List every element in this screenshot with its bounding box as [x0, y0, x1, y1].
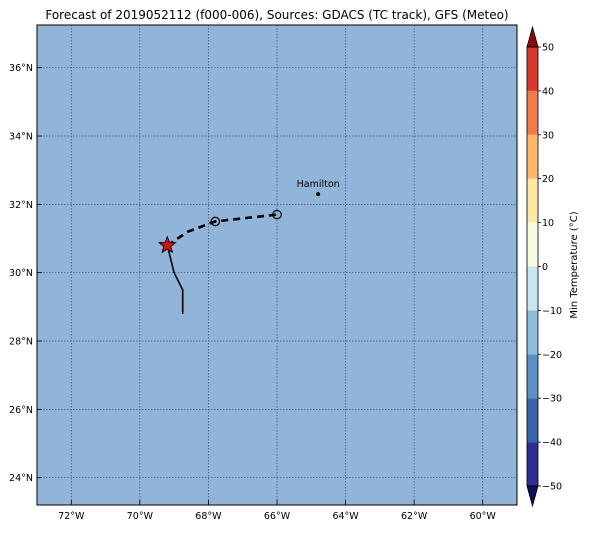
x-tick-label: 68°W	[195, 511, 222, 522]
y-tick-label: 24°N	[9, 473, 33, 484]
colorbar-segment	[527, 222, 538, 267]
colorbar-segment	[527, 266, 538, 311]
colorbar-segment	[527, 134, 538, 179]
x-tick-label: 62°W	[401, 511, 428, 522]
y-tick-label: 28°N	[9, 337, 33, 348]
colorbar-tick-label: 10	[542, 218, 554, 229]
colorbar: −50 −40 −30 −20 −10 0 10 20 30 40 50	[526, 25, 562, 508]
city-marker	[316, 192, 321, 197]
colorbar-tick-label: 40	[542, 86, 554, 97]
colorbar-tick-label: −10	[542, 306, 562, 317]
colorbar-tick-label: −30	[542, 394, 562, 405]
colorbar-tick-label: 30	[542, 130, 554, 141]
colorbar-tick-label: −20	[542, 350, 562, 361]
x-tick-label: 72°W	[58, 511, 85, 522]
x-tick-label: 60°W	[470, 511, 497, 522]
graticule	[37, 25, 517, 505]
colorbar-segment	[527, 354, 538, 399]
chart-title: Forecast of 2019052112 (f000-006), Sourc…	[45, 8, 508, 22]
forecast-position-dot	[213, 220, 217, 223]
colorbar-tick-label: −50	[542, 482, 562, 493]
y-tick-label: 34°N	[9, 132, 33, 143]
map-frame	[36, 24, 518, 506]
x-tick-label: 70°W	[127, 511, 154, 522]
y-tick-label: 36°N	[9, 63, 33, 74]
colorbar-label: Min Temperature (°C)	[569, 211, 580, 318]
x-tick-label: 64°W	[332, 511, 359, 522]
x-tick-label: 66°W	[264, 511, 291, 522]
forecast-track-line	[166, 213, 278, 247]
colorbar-tick-label: 0	[542, 262, 548, 273]
y-tick-label: 32°N	[9, 200, 33, 211]
colorbar-segment	[527, 47, 538, 91]
colorbar-segment	[527, 398, 538, 443]
current-position-star-icon	[157, 235, 177, 254]
colorbar-segment	[527, 178, 538, 223]
past-track-line	[166, 245, 184, 314]
colorbar-segment	[527, 310, 538, 355]
forecast-position-markers	[210, 209, 282, 227]
colorbar-tick-label: 20	[542, 174, 554, 185]
latitude-ticks: 24°N 26°N 28°N 30°N 32°N 34°N 36°N	[9, 63, 42, 484]
colorbar-over-arrow	[526, 25, 539, 48]
colorbar-segment	[527, 442, 538, 486]
city-label: Hamilton	[297, 179, 340, 190]
colorbar-segment	[527, 90, 538, 135]
colorbar-tick-label: −40	[542, 438, 562, 449]
colorbar-under-arrow	[526, 485, 539, 508]
colorbar-tick-label: 50	[542, 43, 554, 54]
y-tick-label: 26°N	[9, 405, 33, 416]
forecast-position-circle-icon	[210, 216, 221, 227]
forecast-position-circle-icon	[272, 209, 282, 220]
longitude-ticks: 72°W 70°W 68°W 66°W 64°W 62°W 60°W	[58, 500, 496, 522]
y-tick-label: 30°N	[9, 268, 33, 279]
